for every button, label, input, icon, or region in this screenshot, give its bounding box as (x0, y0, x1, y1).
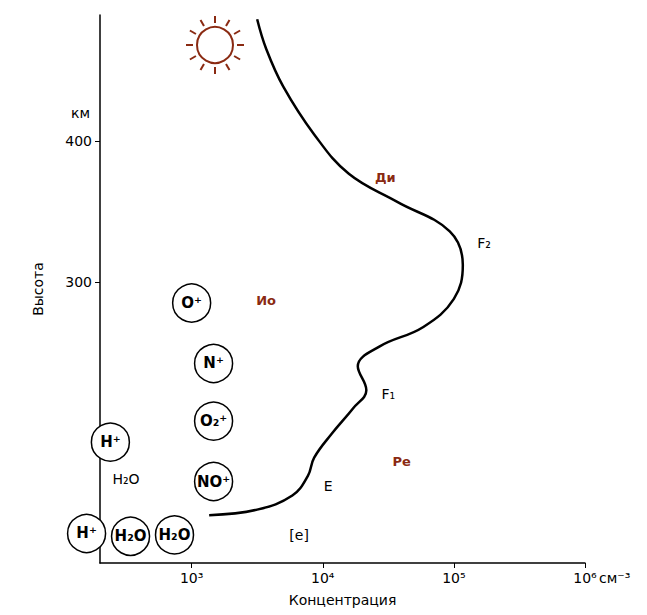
svg-text:Ре: Ре (393, 454, 412, 469)
svg-text:10³: 10³ (180, 570, 203, 586)
svg-text:300: 300 (65, 274, 92, 290)
svg-text:см⁻³: см⁻³ (599, 570, 630, 586)
svg-text:H⁺: H⁺ (76, 524, 96, 542)
svg-text:H₂O: H₂O (115, 527, 147, 545)
svg-text:H₂O: H₂O (159, 526, 191, 544)
svg-text:10⁴: 10⁴ (311, 570, 335, 586)
svg-text:F₂: F₂ (477, 235, 491, 251)
svg-text:Концентрация: Концентрация (289, 592, 397, 608)
svg-text:O⁺: O⁺ (181, 294, 202, 312)
svg-text:N⁺: N⁺ (203, 354, 223, 372)
svg-text:10⁵: 10⁵ (442, 570, 465, 586)
svg-text:Ио: Ио (256, 293, 276, 308)
svg-text:NO⁺: NO⁺ (197, 473, 230, 491)
svg-text:O₂⁺: O₂⁺ (200, 412, 227, 430)
svg-text:E: E (324, 478, 333, 494)
svg-text:[e]: [e] (289, 527, 309, 543)
svg-text:H⁺: H⁺ (100, 433, 120, 451)
svg-text:400: 400 (65, 133, 92, 149)
svg-text:10⁶: 10⁶ (573, 570, 597, 586)
svg-text:Высота: Высота (30, 262, 46, 316)
svg-text:H₂O: H₂O (112, 471, 139, 487)
svg-text:F₁: F₁ (381, 386, 395, 402)
svg-text:Ди: Ди (375, 170, 396, 185)
svg-text:км: км (71, 105, 90, 121)
